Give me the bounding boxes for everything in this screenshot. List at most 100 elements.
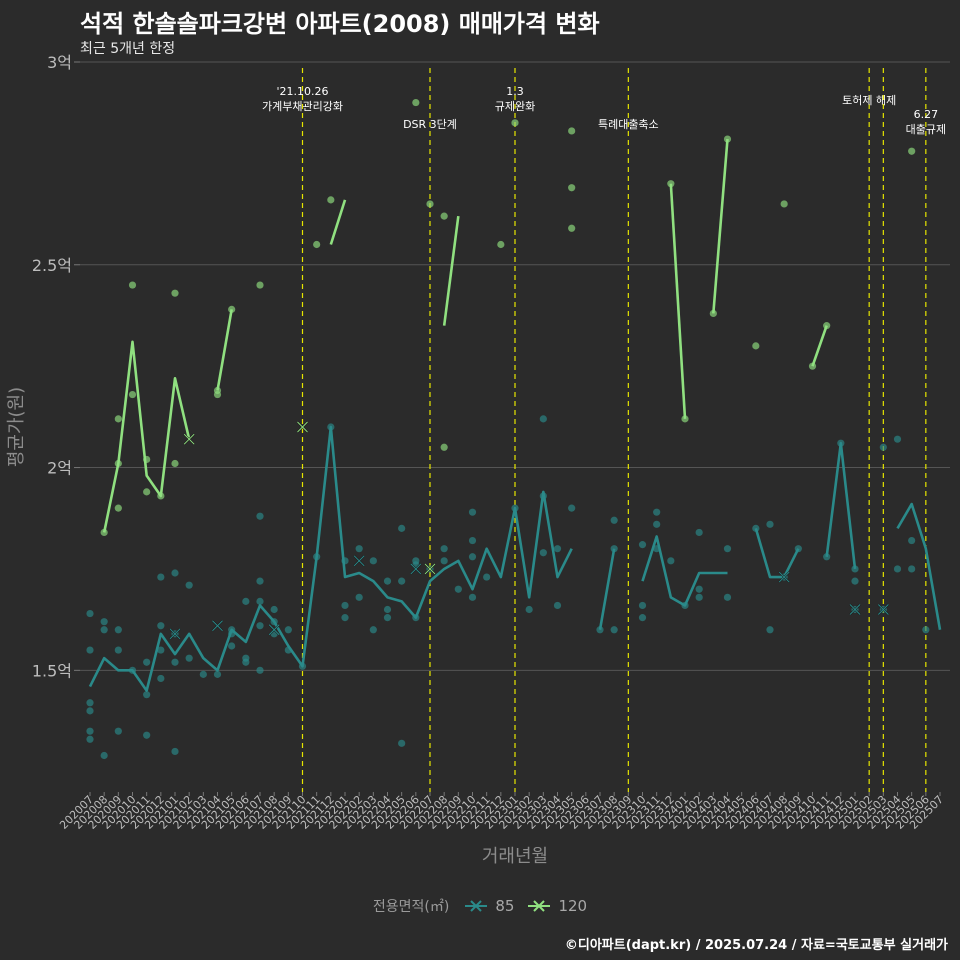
legend-item-120: 120: [526, 897, 587, 915]
cross-marker-85-4: [410, 563, 422, 575]
point-85-74: [539, 415, 547, 423]
point-85-94: [695, 593, 703, 601]
point-120-15: [313, 240, 321, 249]
event-label-4: 토허제 해제: [842, 93, 896, 107]
point-85-67: [468, 508, 477, 516]
series-line-85-5: [896, 502, 942, 631]
point-85-42: [284, 626, 292, 634]
point-85-76: [539, 549, 547, 557]
point-120-20: [440, 212, 448, 220]
point-85-2: [86, 699, 94, 707]
chart-legend: 전용면적(㎡) 85 120: [0, 896, 960, 916]
point-85-98: [766, 520, 774, 528]
point-85-93: [695, 585, 703, 593]
point-85-80: [596, 626, 604, 634]
event-label-line: 규제완화: [495, 100, 535, 113]
event-label-line: '21.10.26: [276, 85, 328, 98]
point-85-84: [638, 541, 647, 549]
point-120-14: [256, 281, 264, 289]
event-label-line: 가계부채관리강화: [262, 100, 343, 113]
point-120-22: [511, 119, 519, 127]
y-tick-label-2: 2.5억: [32, 256, 72, 275]
point-85-77: [553, 545, 562, 553]
point-85-49: [341, 614, 349, 622]
point-120-16: [327, 196, 335, 204]
point-85-79: [568, 504, 576, 512]
series-line-120-0: [102, 340, 191, 533]
series-line-120-13: [811, 325, 828, 367]
series-line-85-3: [754, 528, 800, 579]
point-85-65: [440, 557, 448, 565]
cross-stroke: [297, 421, 308, 433]
series-line-120-5: [442, 215, 460, 326]
point-120-7: [143, 488, 151, 496]
series-line-120-9: [669, 183, 687, 419]
cross-stroke: [353, 555, 365, 567]
point-120-21: [497, 240, 505, 249]
x-axis-title: 거래년월: [482, 846, 548, 867]
point-85-105: [851, 577, 859, 585]
point-85-52: [369, 557, 377, 565]
point-85-16: [157, 573, 165, 581]
point-85-9: [114, 626, 122, 634]
point-85-110: [893, 565, 902, 573]
point-85-11: [114, 727, 122, 735]
point-85-33: [242, 658, 250, 666]
series-line-85-0: [88, 425, 573, 692]
series-line-85-4: [825, 441, 857, 570]
point-85-66: [454, 585, 462, 593]
point-85-73: [525, 605, 533, 614]
point-85-26: [199, 670, 207, 678]
point-85-10: [114, 646, 122, 654]
point-85-19: [157, 674, 165, 683]
cross-marker-85-5: [778, 571, 790, 583]
point-85-3: [86, 727, 94, 735]
legend-item-85: 85: [463, 897, 514, 915]
point-85-7: [100, 626, 108, 634]
point-85-99: [766, 626, 774, 634]
point-85-92: [695, 528, 703, 537]
point-85-8: [100, 751, 108, 760]
point-85-23: [171, 747, 179, 756]
point-85-6: [100, 618, 108, 626]
point-85-25: [185, 654, 193, 662]
point-120-4: [128, 281, 137, 289]
event-label-6: 6.27 대출규제: [906, 108, 946, 136]
event-label-line: 대출규제: [906, 123, 946, 136]
point-85-24: [185, 581, 193, 589]
point-85-15: [143, 731, 151, 739]
point-85-107: [879, 443, 887, 451]
point-85-51: [355, 593, 363, 601]
y-tick-label-1: 2억: [47, 459, 72, 478]
point-85-86: [638, 614, 647, 622]
cross-stroke: [183, 433, 195, 445]
point-120-26: [667, 180, 675, 188]
point-85-85: [638, 601, 647, 610]
point-85-53: [369, 626, 377, 634]
point-85-30: [228, 642, 236, 650]
point-85-1: [86, 646, 94, 654]
event-label-2: 1.3 규제완화: [495, 85, 535, 113]
point-120-29: [723, 135, 732, 143]
point-120-18: [426, 200, 434, 208]
y-tick-label-3: 3억: [47, 53, 72, 72]
event-label-line: 토허제 해제: [842, 93, 896, 107]
point-85-96: [723, 593, 732, 601]
y-tick-label-0: 1.5억: [32, 661, 72, 680]
event-label-1: DSR 3단계: [403, 118, 457, 131]
cross-stroke: [877, 604, 889, 615]
point-120-25: [568, 224, 576, 232]
point-85-48: [341, 601, 349, 610]
point-85-109: [893, 435, 902, 443]
point-85-102: [823, 553, 831, 561]
point-85-56: [383, 614, 392, 622]
cross-marker-120-0: [183, 433, 195, 445]
point-85-36: [256, 597, 264, 605]
legend-swatch-85: [465, 900, 488, 912]
cross-marker-85-7: [877, 603, 890, 616]
point-120-34: [908, 147, 916, 155]
event-label-line: 1.3: [506, 85, 524, 98]
series-line-120-10: [712, 138, 729, 314]
